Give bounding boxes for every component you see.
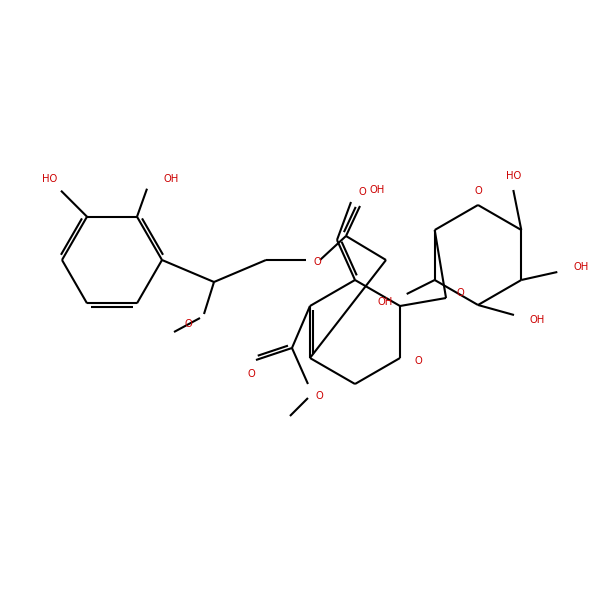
Text: O: O: [414, 356, 422, 366]
Text: O: O: [247, 369, 255, 379]
Text: OH: OH: [574, 262, 589, 272]
Text: OH: OH: [369, 185, 384, 195]
Text: O: O: [184, 319, 192, 329]
Text: OH: OH: [530, 315, 545, 325]
Text: HO: HO: [42, 173, 57, 184]
Text: O: O: [456, 288, 464, 298]
Text: O: O: [358, 187, 366, 197]
Text: OH: OH: [377, 297, 392, 307]
Text: HO: HO: [506, 171, 521, 181]
Text: O: O: [314, 257, 322, 267]
Text: O: O: [316, 391, 324, 401]
Text: OH: OH: [163, 173, 178, 184]
Text: O: O: [474, 186, 482, 196]
